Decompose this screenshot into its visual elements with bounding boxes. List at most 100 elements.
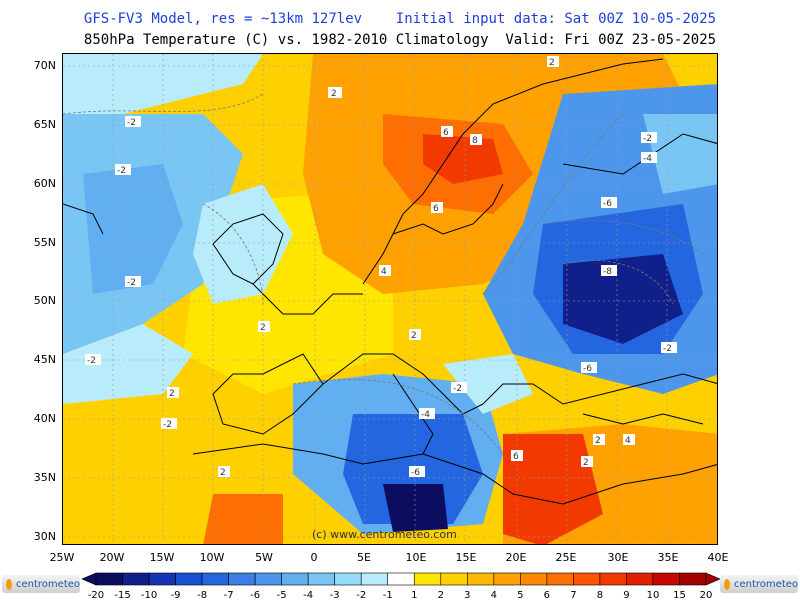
svg-text:6: 6 — [513, 452, 519, 462]
contour-label: 2 — [218, 466, 230, 478]
colorbar-swatch — [652, 572, 680, 586]
lon-label: 15E — [455, 551, 477, 564]
colorbar-swatch — [360, 572, 389, 586]
colorbar-swatch — [493, 572, 521, 586]
colorbar-tick-label: -4 — [303, 590, 313, 600]
colorbar-tick-label: 10 — [647, 590, 660, 600]
map-canvas: 2 -2 -2 -2 -2 2 2 2 4 2 6 8 6 -2 -4 -6 -… — [63, 54, 717, 544]
contour-label: -4 — [419, 408, 435, 420]
colorbar-swatch — [387, 572, 415, 586]
colorbar-tick-label: -7 — [224, 590, 234, 600]
contour-label: -2 — [641, 132, 657, 144]
contour-label: 2 — [593, 434, 605, 446]
contour-label: -2 — [115, 164, 131, 176]
svg-text:-2: -2 — [117, 166, 126, 176]
svg-text:2: 2 — [411, 331, 417, 341]
coastlines — [63, 58, 717, 505]
lon-label: 10E — [405, 551, 427, 564]
lon-label: 5W — [255, 551, 273, 564]
lon-label: 20W — [99, 551, 125, 564]
contour-label: -2 — [661, 342, 677, 354]
svg-text:-4: -4 — [643, 154, 652, 164]
field-cool-balkans — [443, 354, 533, 414]
lat-label: 65N — [33, 118, 56, 131]
colorbar-tick-label: -6 — [250, 590, 260, 600]
lon-label: 5E — [357, 551, 371, 564]
contour-label: 2 — [409, 329, 421, 341]
svg-text:-6: -6 — [603, 199, 612, 209]
field-hot-scandinavia — [423, 134, 503, 184]
colorbar-tick-label: 5 — [517, 590, 523, 600]
lat-label: 45N — [33, 353, 56, 366]
svg-text:2: 2 — [260, 323, 266, 333]
svg-text:-6: -6 — [583, 364, 592, 374]
colorbar-tick-label: 20 — [700, 590, 713, 600]
centrometeo-logo-right: centrometeo — [720, 575, 798, 593]
map-title-line2: 850hPa Temperature (C) vs. 1982-2010 Cli… — [83, 32, 717, 48]
colorbar-arrow-left — [81, 572, 97, 586]
contour-label: -6 — [601, 197, 617, 209]
colorbar-swatch — [573, 572, 601, 586]
temperature-anomaly-map: 2 -2 -2 -2 -2 2 2 2 4 2 6 8 6 -2 -4 -6 -… — [62, 53, 718, 545]
colorbar-tick-label: 15 — [673, 590, 686, 600]
logo-mark-icon — [724, 578, 730, 590]
lon-label: 20E — [505, 551, 527, 564]
contour-label: -2 — [85, 354, 101, 366]
contour-label: -6 — [409, 466, 425, 478]
colorbar-tick-label: -3 — [330, 590, 340, 600]
colorbar-tick-label: 1 — [411, 590, 417, 600]
colorbar-tick-label: -15 — [114, 590, 130, 600]
field-cooler-atlantic — [83, 164, 183, 294]
field-warm-sw — [203, 494, 283, 544]
colorbar-swatch — [307, 572, 335, 586]
contour-label: -6 — [581, 362, 597, 374]
contour-label: 6 — [511, 450, 523, 462]
svg-text:2: 2 — [169, 389, 175, 399]
init-time: Initial input data: Sat 00Z 10-05-2025 — [395, 11, 717, 27]
lon-label: 25E — [555, 551, 577, 564]
field-coldest-east — [563, 254, 683, 344]
svg-text:-2: -2 — [663, 344, 672, 354]
colorbar-tick-label: -2 — [356, 590, 366, 600]
colorbar-tick-label: -1 — [383, 590, 393, 600]
svg-text:-8: -8 — [603, 267, 612, 277]
colorbar-tick-label: 2 — [438, 590, 444, 600]
colorbar-tick-label: 7 — [570, 590, 576, 600]
contour-label: 2 — [167, 387, 179, 399]
contour-label: 4 — [379, 265, 391, 277]
lat-label: 50N — [33, 294, 56, 307]
contour-label: -8 — [601, 265, 617, 277]
colorbar-tick-label: -20 — [88, 590, 104, 600]
svg-text:-6: -6 — [411, 468, 420, 478]
colorbar-arrow-right — [705, 572, 721, 586]
svg-text:-2: -2 — [127, 278, 136, 288]
lon-label: 40E — [707, 551, 729, 564]
colorbar-swatch — [440, 572, 468, 586]
contour-label: 2 — [258, 321, 270, 333]
lon-label: 0 — [310, 551, 318, 564]
contour-label: 2 — [581, 456, 593, 468]
svg-text:6: 6 — [443, 128, 449, 138]
field-cool-ne — [643, 114, 717, 194]
field-cool-bay — [193, 184, 293, 304]
svg-text:4: 4 — [625, 436, 631, 446]
contour-label: 6 — [431, 202, 443, 214]
model-info: GFS-FV3 Model, res = ~13km 127lev — [83, 11, 363, 27]
colorbar-swatch — [228, 572, 256, 586]
contour-label: -2 — [161, 418, 177, 430]
contour-labels: 2 -2 -2 -2 -2 2 2 2 4 2 6 8 6 -2 -4 -6 -… — [85, 56, 677, 478]
colorbar-swatch — [281, 572, 309, 586]
svg-text:-2: -2 — [643, 134, 652, 144]
lat-label: 35N — [33, 471, 56, 484]
colorbar-swatch — [122, 572, 150, 586]
map-title-line1: GFS-FV3 Model, res = ~13km 127lev Initia… — [0, 11, 800, 27]
colorbar-swatch — [467, 572, 495, 586]
logo-text: centrometeo — [734, 578, 799, 590]
colorbar-swatch — [95, 572, 123, 586]
colorbar-swatch — [599, 572, 627, 586]
colorbar-swatch — [413, 572, 442, 586]
copyright-credit: (c) www.centrometeo.com — [312, 528, 457, 541]
contour-label: -2 — [125, 276, 141, 288]
contour-label: 2 — [547, 56, 559, 68]
svg-text:4: 4 — [381, 267, 387, 277]
